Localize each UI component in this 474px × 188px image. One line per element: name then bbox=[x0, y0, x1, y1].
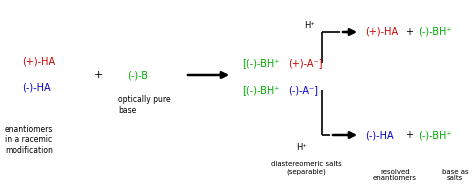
Text: (-)-HA: (-)-HA bbox=[22, 83, 51, 93]
Text: diastereomeric salts
(separable): diastereomeric salts (separable) bbox=[271, 161, 341, 175]
Text: (+)-HA: (+)-HA bbox=[22, 57, 55, 67]
Text: +: + bbox=[405, 130, 413, 140]
Text: enantiomers
in a racemic
modification: enantiomers in a racemic modification bbox=[5, 125, 54, 155]
Text: (+)-A⁻]: (+)-A⁻] bbox=[288, 58, 322, 68]
Text: +: + bbox=[93, 70, 103, 80]
Text: (-)-BH⁺: (-)-BH⁺ bbox=[418, 130, 452, 140]
Text: optically pure
base: optically pure base bbox=[118, 95, 171, 115]
Text: (-)-A⁻]: (-)-A⁻] bbox=[288, 85, 318, 95]
Text: H⁺: H⁺ bbox=[305, 21, 315, 30]
Text: +: + bbox=[405, 27, 413, 37]
Text: (-)-BH⁺: (-)-BH⁺ bbox=[418, 27, 452, 37]
Text: base as
salts: base as salts bbox=[442, 168, 468, 181]
Text: (-)-B: (-)-B bbox=[128, 70, 148, 80]
Text: H⁺: H⁺ bbox=[297, 143, 308, 152]
Text: (-)-HA: (-)-HA bbox=[365, 130, 393, 140]
Text: [(-)-BH⁺: [(-)-BH⁺ bbox=[242, 58, 280, 68]
Text: [(-)-BH⁺: [(-)-BH⁺ bbox=[242, 85, 280, 95]
Text: resolved
enantiomers: resolved enantiomers bbox=[373, 168, 417, 181]
Text: (+)-HA: (+)-HA bbox=[365, 27, 398, 37]
